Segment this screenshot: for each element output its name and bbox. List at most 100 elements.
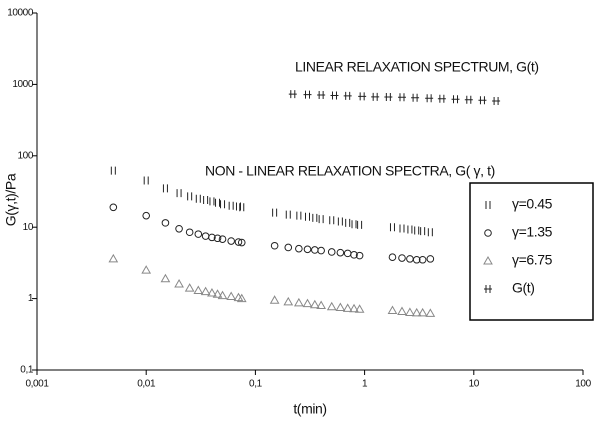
data-point bbox=[397, 306, 407, 315]
data-point bbox=[420, 227, 426, 236]
data-point bbox=[389, 223, 395, 232]
data-point bbox=[407, 225, 413, 234]
data-point bbox=[412, 255, 421, 264]
data-point bbox=[184, 283, 195, 292]
data-point bbox=[195, 194, 201, 203]
data-point bbox=[162, 184, 168, 193]
data-point bbox=[220, 200, 226, 209]
data-point bbox=[425, 308, 436, 317]
data-point bbox=[345, 218, 351, 227]
data-point bbox=[343, 249, 352, 258]
data-point bbox=[349, 303, 359, 313]
data-point bbox=[317, 246, 325, 255]
data-point bbox=[212, 289, 223, 298]
data-point bbox=[272, 208, 278, 217]
data-point bbox=[418, 255, 427, 264]
data-point bbox=[185, 228, 194, 237]
data-point bbox=[226, 291, 237, 301]
data-point bbox=[215, 198, 221, 207]
data-point bbox=[406, 255, 414, 263]
x-tick-label: 1 bbox=[362, 379, 368, 390]
data-point bbox=[194, 230, 203, 238]
data-point bbox=[303, 90, 312, 99]
data-point bbox=[330, 91, 339, 100]
data-point bbox=[414, 226, 420, 235]
data-point bbox=[236, 293, 247, 303]
legend-marker bbox=[483, 255, 493, 265]
y-tick-label: 1 bbox=[28, 293, 34, 304]
data-point bbox=[143, 176, 149, 185]
data-point bbox=[142, 211, 150, 220]
data-point bbox=[437, 94, 446, 103]
data-point bbox=[451, 95, 460, 104]
data-point bbox=[398, 254, 406, 262]
annotation: LINEAR RELAXATION SPECTRUM, G(t) bbox=[295, 59, 539, 75]
data-point bbox=[326, 301, 337, 311]
data-point bbox=[417, 307, 428, 317]
data-point bbox=[217, 290, 228, 300]
data-point bbox=[201, 232, 210, 240]
data-point bbox=[342, 303, 353, 312]
legend-label: γ=1.35 bbox=[512, 224, 553, 240]
data-point bbox=[317, 91, 326, 100]
x-tick-label: 0,1 bbox=[249, 379, 263, 390]
data-point bbox=[209, 197, 215, 206]
data-point bbox=[492, 97, 501, 106]
data-point bbox=[411, 307, 422, 317]
data-point bbox=[283, 296, 294, 306]
data-point bbox=[316, 300, 327, 310]
data-point bbox=[335, 302, 346, 312]
y-tick-label: 10 bbox=[23, 222, 34, 233]
data-point bbox=[270, 241, 279, 250]
y-tick-label: 1000 bbox=[12, 79, 33, 90]
x-tick-label: 100 bbox=[575, 379, 591, 390]
data-point bbox=[200, 286, 211, 296]
data-point bbox=[305, 212, 311, 221]
data-point bbox=[387, 305, 398, 315]
data-point bbox=[427, 228, 433, 237]
data-point bbox=[336, 248, 345, 257]
data-point bbox=[411, 93, 420, 102]
data-point bbox=[288, 90, 297, 99]
data-point bbox=[160, 273, 171, 283]
data-point bbox=[426, 255, 435, 263]
data-point bbox=[358, 92, 367, 101]
data-point bbox=[193, 285, 204, 294]
data-point bbox=[110, 166, 116, 175]
data-point bbox=[237, 238, 246, 247]
data-point bbox=[228, 201, 234, 210]
data-point bbox=[295, 244, 303, 253]
data-point bbox=[293, 297, 304, 307]
data-point bbox=[309, 299, 320, 309]
data-point bbox=[207, 287, 217, 297]
data-point bbox=[218, 235, 227, 243]
data-point bbox=[405, 307, 415, 316]
data-point bbox=[464, 95, 473, 104]
data-point bbox=[425, 94, 434, 103]
y-axis-label: G(γ,t)/Pa bbox=[3, 173, 19, 226]
data-point bbox=[203, 196, 209, 205]
data-point bbox=[371, 92, 380, 101]
data-point bbox=[302, 298, 313, 308]
x-tick-label: 0,01 bbox=[137, 379, 156, 390]
data-point bbox=[296, 211, 302, 220]
data-point bbox=[351, 220, 357, 229]
data-point bbox=[357, 220, 363, 229]
data-point bbox=[175, 224, 183, 233]
annotation: NON - LINEAR RELAXATION SPECTRA, G( γ, t… bbox=[205, 163, 495, 179]
data-point bbox=[312, 213, 318, 222]
data-point bbox=[213, 234, 222, 243]
data-point bbox=[327, 248, 336, 256]
data-point bbox=[303, 245, 312, 254]
y-tick-label: 100 bbox=[18, 150, 34, 161]
legend-label: γ=0.45 bbox=[512, 196, 553, 212]
data-point bbox=[354, 304, 365, 313]
data-point bbox=[343, 91, 352, 100]
data-point bbox=[388, 253, 397, 262]
data-point bbox=[478, 96, 487, 105]
data-point bbox=[234, 238, 243, 246]
data-point bbox=[176, 189, 182, 198]
data-point bbox=[235, 202, 241, 211]
